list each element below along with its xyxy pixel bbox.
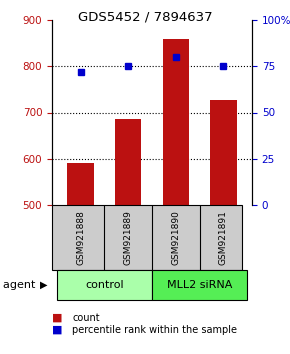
Bar [163, 39, 189, 205]
Bar [152, 270, 247, 300]
Bar [115, 119, 141, 205]
Text: GSM921889: GSM921889 [124, 210, 133, 265]
Text: agent: agent [3, 280, 39, 290]
Bar [57, 270, 152, 300]
Text: percentile rank within the sample: percentile rank within the sample [72, 325, 237, 335]
Text: ■: ■ [52, 313, 66, 323]
Text: ■: ■ [52, 325, 66, 335]
Text: GSM921888: GSM921888 [76, 210, 85, 265]
Text: GDS5452 / 7894637: GDS5452 / 7894637 [78, 10, 212, 23]
Bar [68, 164, 94, 205]
Text: GSM921891: GSM921891 [219, 210, 228, 265]
Text: ▶: ▶ [40, 280, 48, 290]
Text: count: count [72, 313, 100, 323]
Text: MLL2 siRNA: MLL2 siRNA [167, 280, 232, 290]
Bar [210, 100, 237, 205]
Text: GSM921890: GSM921890 [171, 210, 180, 265]
Text: control: control [85, 280, 124, 290]
